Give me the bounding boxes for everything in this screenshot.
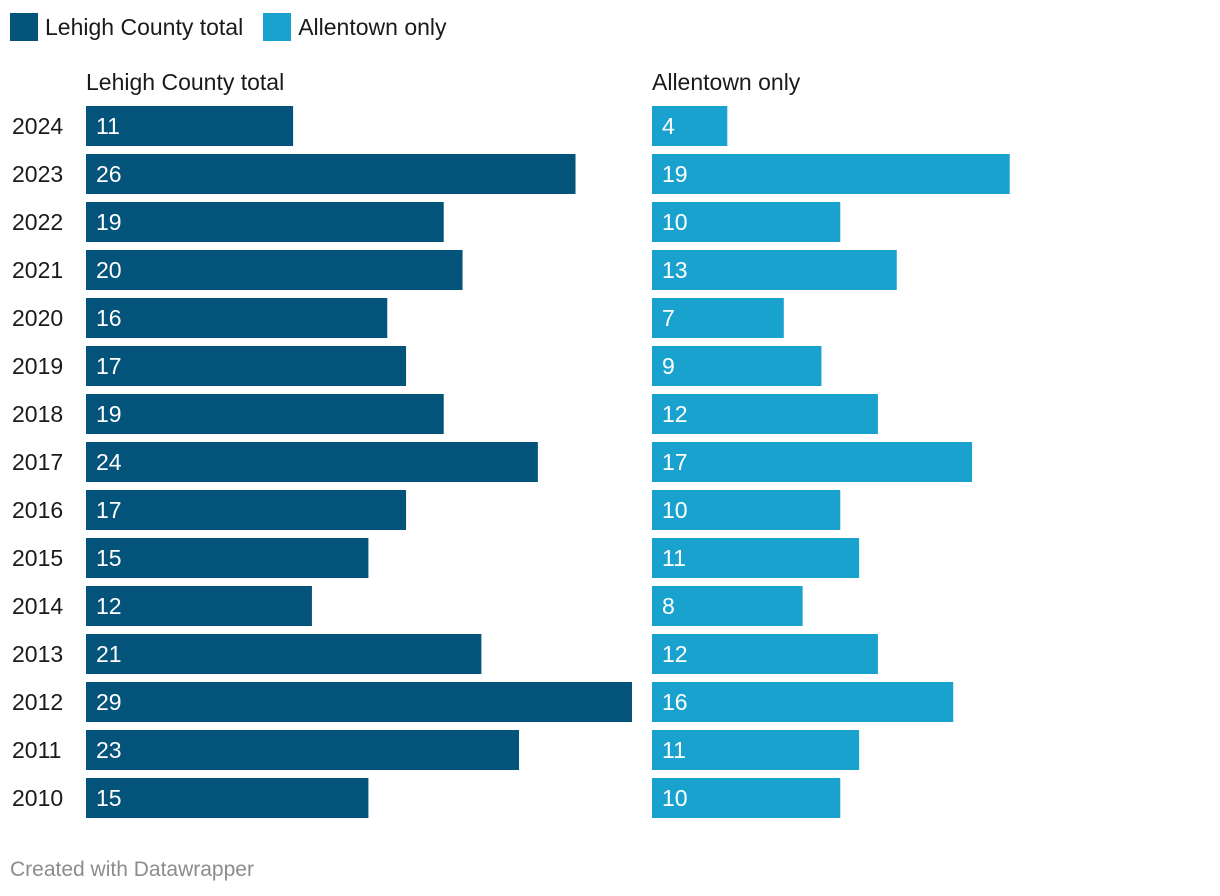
value-label-allentown: 10 [662, 209, 688, 235]
year-label: 2021 [12, 257, 63, 283]
bar-lehigh-2015 [86, 538, 369, 578]
year-label: 2010 [12, 785, 63, 811]
value-label-allentown: 12 [662, 401, 688, 427]
year-label: 2015 [12, 545, 63, 571]
legend: Lehigh County total Allentown only [10, 12, 467, 42]
value-label-allentown: 11 [662, 545, 686, 571]
bar-allentown-2014 [652, 586, 803, 626]
year-label: 2024 [12, 113, 63, 139]
year-label: 2011 [12, 737, 61, 763]
legend-swatch-allentown [263, 13, 292, 41]
value-label-lehigh: 12 [96, 593, 122, 619]
value-label-lehigh: 15 [96, 545, 122, 571]
value-label-allentown: 11 [662, 737, 686, 763]
bar-lehigh-2023 [86, 154, 576, 194]
bar-allentown-2013 [652, 634, 878, 674]
value-label-lehigh: 17 [96, 353, 122, 379]
value-label-lehigh: 11 [96, 113, 120, 139]
value-label-allentown: 13 [662, 257, 688, 283]
year-label: 2014 [12, 593, 63, 619]
value-label-allentown: 16 [662, 689, 688, 715]
bar-allentown-2023 [652, 154, 1010, 194]
bar-lehigh-2018 [86, 394, 444, 434]
value-label-lehigh: 16 [96, 305, 122, 331]
bar-allentown-2011 [652, 730, 860, 770]
value-label-lehigh: 17 [96, 497, 122, 523]
bar-lehigh-2021 [86, 250, 463, 290]
value-label-lehigh: 19 [96, 209, 122, 235]
value-label-allentown: 17 [662, 449, 688, 475]
year-label: 2012 [12, 689, 63, 715]
value-label-lehigh: 20 [96, 257, 122, 283]
year-label: 2020 [12, 305, 63, 331]
value-label-lehigh: 26 [96, 161, 122, 187]
value-label-allentown: 12 [662, 641, 688, 667]
year-label: 2019 [12, 353, 63, 379]
bar-lehigh-2012 [86, 682, 632, 722]
year-label: 2022 [12, 209, 63, 235]
year-label: 2017 [12, 449, 63, 475]
bar-lehigh-2011 [86, 730, 520, 770]
bar-allentown-2018 [652, 394, 878, 434]
bar-allentown-2016 [652, 490, 841, 530]
value-label-allentown: 19 [662, 161, 688, 187]
bar-allentown-2017 [652, 442, 973, 482]
bar-lehigh-2019 [86, 346, 407, 386]
bar-allentown-2015 [652, 538, 860, 578]
legend-swatch-lehigh [10, 13, 38, 41]
year-label: 2018 [12, 401, 63, 427]
value-label-lehigh: 15 [96, 785, 122, 811]
bar-lehigh-2016 [86, 490, 407, 530]
legend-item-allentown: Allentown only [263, 13, 447, 41]
bar-lehigh-2013 [86, 634, 482, 674]
bar-allentown-2022 [652, 202, 841, 242]
year-label: 2013 [12, 641, 63, 667]
bar-lehigh-2022 [86, 202, 444, 242]
footer-credit: Created with Datawrapper [10, 858, 254, 881]
value-label-allentown: 9 [662, 353, 675, 379]
panel-title-1: Allentown only [652, 69, 801, 95]
value-label-allentown: 7 [662, 305, 675, 331]
value-label-allentown: 8 [662, 593, 675, 619]
bar-lehigh-2010 [86, 778, 369, 818]
panel-title-0: Lehigh County total [86, 69, 284, 95]
bar-allentown-2010 [652, 778, 841, 818]
value-label-lehigh: 24 [96, 449, 122, 475]
bar-allentown-2020 [652, 298, 784, 338]
bar-allentown-2019 [652, 346, 822, 386]
legend-item-lehigh: Lehigh County total [10, 13, 243, 41]
bar-allentown-2012 [652, 682, 954, 722]
bar-lehigh-2024 [86, 106, 294, 146]
year-label: 2016 [12, 497, 63, 523]
bar-lehigh-2017 [86, 442, 538, 482]
bar-lehigh-2020 [86, 298, 388, 338]
value-label-allentown: 4 [662, 113, 675, 139]
bar-lehigh-2014 [86, 586, 312, 626]
bar-allentown-2024 [652, 106, 728, 146]
bar-allentown-2021 [652, 250, 897, 290]
legend-label-lehigh: Lehigh County total [45, 13, 244, 40]
value-label-lehigh: 21 [96, 641, 122, 667]
year-label: 2023 [12, 161, 63, 187]
value-label-lehigh: 29 [96, 689, 122, 715]
value-label-allentown: 10 [662, 785, 688, 811]
value-label-allentown: 10 [662, 497, 688, 523]
value-label-lehigh: 23 [96, 737, 122, 763]
legend-label-allentown: Allentown only [298, 13, 447, 40]
value-label-lehigh: 19 [96, 401, 122, 427]
